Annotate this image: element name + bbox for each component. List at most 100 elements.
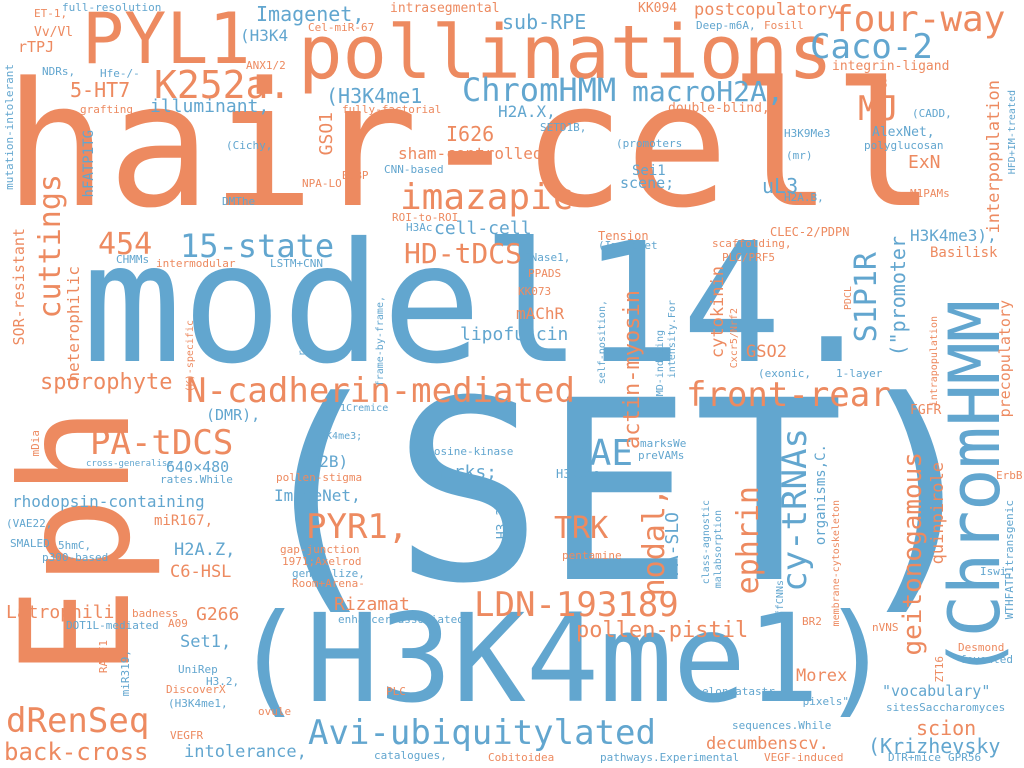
word-cel-mir: Cel-miR-67 bbox=[308, 21, 375, 34]
word-sei1: Sei1 bbox=[632, 163, 666, 179]
word-hfe: Hfe-/- bbox=[100, 67, 140, 80]
word-latrophilin: Latrophilin bbox=[6, 602, 126, 623]
word-frame: frame-by-frame, bbox=[375, 296, 386, 387]
word-15-state: 15-state bbox=[180, 227, 335, 265]
word-h2b: (H2B) bbox=[300, 452, 349, 471]
word-hfd: HFD+IM-treated bbox=[1007, 90, 1018, 175]
word-iswi: Iswi, bbox=[980, 565, 1014, 578]
word-four-way: four-way bbox=[832, 0, 1006, 40]
word-smaled: SMALED bbox=[10, 537, 50, 550]
word-vae: VAE bbox=[568, 433, 634, 474]
word-imagenet: Imagenet, bbox=[256, 2, 365, 26]
word-malabsorption: malabsorption bbox=[713, 510, 724, 589]
word-generalize: generalize, bbox=[292, 567, 365, 580]
word-plc-prf5: PLC/PRF5 bbox=[722, 251, 775, 264]
word-dot1l: DOT1L-mediated bbox=[66, 619, 159, 632]
word-scene: scene; bbox=[620, 174, 675, 192]
word-vegf: VEGF-induced bbox=[764, 751, 844, 764]
word-h33: H3.3, bbox=[495, 500, 510, 540]
word-ucp1: UCP1Cremice bbox=[322, 403, 389, 414]
word-mutation: mutation-intolerant bbox=[3, 64, 16, 190]
word-alexnet: AlexNet, bbox=[872, 125, 935, 140]
word-foveated: foveated bbox=[960, 653, 1013, 666]
word-intermodular: intermodular bbox=[156, 257, 236, 270]
word-geitonogamous: geitonogamous bbox=[898, 452, 928, 656]
word-pollinations: pollinations bbox=[298, 10, 833, 96]
word-avi: Avi-ubiquitylated bbox=[308, 713, 656, 753]
word-cadd: (CADD, bbox=[912, 107, 952, 120]
word-k-specific: (K)-specific bbox=[185, 320, 196, 393]
word-g266: G266 bbox=[196, 604, 240, 625]
word-actin-myosin: actin-myosin bbox=[620, 290, 645, 449]
word-setd1b: SETD1B, bbox=[540, 121, 587, 134]
word-mir319: miR319, bbox=[119, 650, 132, 697]
word-pyr1: PYR1, bbox=[306, 507, 409, 547]
word-tyrosine: tyrosine-kinase bbox=[414, 445, 514, 458]
word-kk073: KK073 bbox=[518, 285, 552, 298]
word-rootstocks: rootstocks bbox=[297, 296, 308, 357]
word-gpr56: GPR56 bbox=[948, 751, 982, 764]
word-nmd: NMD-inducing bbox=[655, 330, 666, 403]
word-marks-we: marksWe bbox=[640, 437, 687, 450]
word-kk094: KK094 bbox=[638, 1, 678, 16]
word-h3k9me3: H3K9Me3 bbox=[784, 127, 831, 140]
word-dmthe: DMThe bbox=[222, 195, 256, 208]
word-vocabulary: "vocabulary" bbox=[882, 682, 991, 700]
word-organisms: organisms,C. bbox=[813, 444, 829, 546]
word-desmond: Desmond bbox=[958, 641, 1005, 654]
word-ralf1: RALF1 bbox=[97, 640, 110, 674]
word-i626: I626 bbox=[446, 122, 495, 146]
word-membrane: membrane-cytoskeleton bbox=[831, 500, 842, 627]
word-set: (SET) bbox=[242, 347, 995, 638]
word-sites: sitesSaccharomyces bbox=[886, 701, 1006, 714]
word-cell-cell: cell-cell bbox=[434, 218, 532, 239]
word-pyl1: PYL1 bbox=[82, 0, 251, 80]
word-sub-rpe: sub-RPE bbox=[502, 10, 587, 34]
word-gso1: GSO1 bbox=[316, 112, 337, 156]
word-rhodopsin: rhodopsin-containing bbox=[12, 492, 205, 511]
word-pdcl: PDCL bbox=[843, 286, 854, 311]
word-h2ab: H2A.B, bbox=[784, 191, 824, 204]
word-roi: ROI-to-ROI bbox=[392, 211, 459, 224]
word-mir167: miR167, bbox=[154, 513, 214, 529]
word-back-cross: back-cross bbox=[4, 738, 149, 766]
word-elongatastr: elongatastr. bbox=[702, 685, 782, 698]
word-chromhmm: ChromHMM bbox=[462, 71, 617, 109]
word-unirep: UniRep bbox=[178, 663, 218, 676]
word-intolerance: intolerance, bbox=[184, 742, 307, 762]
word-class-agnostic: class-agnostic bbox=[701, 500, 712, 585]
word-precopulatory: precopulatory bbox=[996, 300, 1014, 418]
word-drenseq: dRenSeq bbox=[6, 701, 150, 741]
word-fosill: Fosill bbox=[764, 19, 804, 32]
word-640x480: 640×480 bbox=[166, 458, 230, 476]
word-cy-trnas: cy-tRNAs bbox=[775, 428, 815, 592]
word-illuminant: illuminant, bbox=[150, 96, 270, 117]
word-morex: Morex bbox=[796, 666, 848, 686]
word-gso2: GSO2 bbox=[746, 342, 787, 362]
word-fgfr: FGFR bbox=[910, 403, 942, 418]
word-hd-tdcs: HD-tDCS bbox=[404, 237, 523, 270]
word-ndrs: NDRs, bbox=[42, 65, 76, 78]
word-clec2: CLEC-2/PDPN bbox=[770, 225, 850, 239]
word-basilisk: Basilisk bbox=[930, 245, 998, 261]
word-v3: V3 bbox=[872, 77, 888, 92]
word-s1p1r: S1P1R bbox=[849, 252, 884, 343]
word-a09: A09 bbox=[168, 617, 188, 630]
word-h3k9ac: H3K9Ac, bbox=[556, 467, 607, 481]
word-ldn: LDN-193189 bbox=[474, 585, 679, 625]
word-pentamine: pentamine bbox=[562, 549, 622, 562]
word-lstm: LSTM+CNN bbox=[270, 257, 323, 270]
word-cnn-based: CNN-based bbox=[384, 163, 444, 176]
word-deep-m6a: Deep-m6A, bbox=[696, 19, 756, 32]
word-h3k4me3: H3K4me3), bbox=[910, 226, 997, 245]
word-transgenic: WTHFATP1transgenic bbox=[1003, 500, 1016, 620]
word-postcopulatory: postcopulatory bbox=[694, 0, 838, 20]
word-marks: marks; bbox=[432, 462, 498, 483]
word-imazapic: imazapic bbox=[400, 177, 574, 218]
word-room: Room+Arena- bbox=[292, 577, 365, 590]
word-vae22: (VAE22, bbox=[6, 517, 53, 530]
word-polyglucosan: polyglucosan bbox=[864, 139, 944, 152]
word-nvns: nVNS bbox=[872, 621, 899, 634]
word-machr: mAChR bbox=[516, 304, 565, 323]
word-scaffolding: scaffolding, bbox=[712, 237, 792, 250]
